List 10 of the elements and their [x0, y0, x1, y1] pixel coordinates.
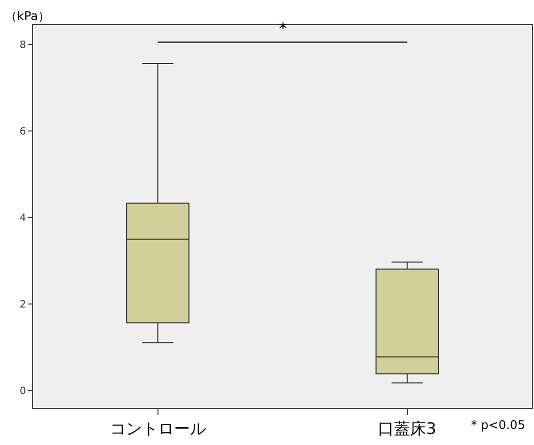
annotation: *: [279, 19, 287, 38]
y-tick-label: 0: [20, 386, 26, 398]
text: * p<0.05: [471, 418, 526, 432]
y-tick-label: 6: [20, 126, 26, 138]
y-axis-title: （kPa）: [5, 9, 50, 23]
y-tick-label: 4: [20, 213, 26, 224]
x-tick-label: コントロール: [110, 419, 206, 438]
y-tick-label: 2: [20, 300, 26, 311]
x-tick-label: 口蓋床3: [378, 419, 436, 438]
y-tick-label: 8: [20, 40, 26, 51]
